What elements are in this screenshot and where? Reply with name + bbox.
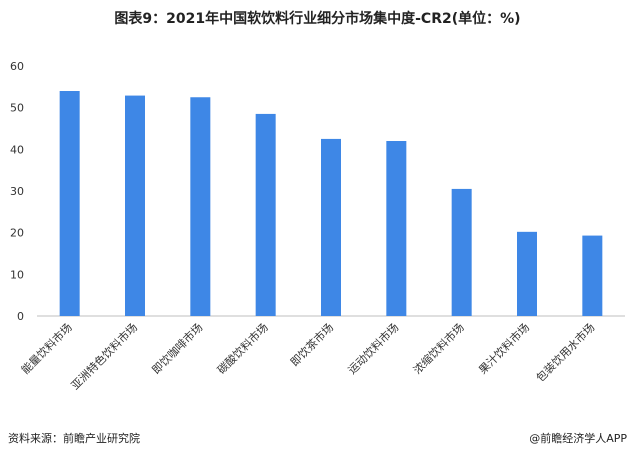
bar — [386, 141, 407, 316]
y-tick-label: 10 — [10, 268, 24, 281]
source-note: 资料来源：前瞻产业研究院 — [8, 432, 140, 445]
x-tick-label: 即饮咖啡市场 — [149, 320, 206, 377]
chart-title: 图表9：2021年中国软饮料行业细分市场集中度-CR2(单位：%) — [114, 11, 521, 27]
y-tick-label: 60 — [10, 60, 24, 73]
y-tick-label: 50 — [10, 102, 24, 115]
bar — [321, 138, 341, 316]
x-tick-label: 即饮茶市场 — [287, 320, 336, 369]
x-tick-label: 果汁饮料市场 — [476, 320, 533, 377]
bar — [517, 231, 537, 316]
bar — [190, 97, 211, 316]
x-tick-label: 浓缩饮料市场 — [410, 320, 467, 377]
credit-note: @前瞻经济学人APP — [529, 432, 627, 445]
y-tick-label: 30 — [10, 185, 24, 198]
bar — [125, 95, 145, 316]
bar — [255, 113, 276, 317]
y-tick-label: 40 — [10, 143, 24, 156]
x-tick-label: 运动饮料市场 — [345, 320, 402, 377]
x-tick-label: 亚洲特色饮料市场 — [68, 320, 140, 392]
x-tick-label: 包装饮用水市场 — [533, 320, 597, 384]
y-tick-label: 20 — [10, 227, 24, 240]
x-tick-label: 能量饮料市场 — [18, 320, 75, 377]
bar — [451, 188, 472, 316]
bar — [59, 91, 80, 316]
bar — [582, 235, 603, 316]
y-tick-label: 0 — [17, 310, 24, 323]
x-tick-label: 碳酸饮料市场 — [214, 320, 271, 377]
